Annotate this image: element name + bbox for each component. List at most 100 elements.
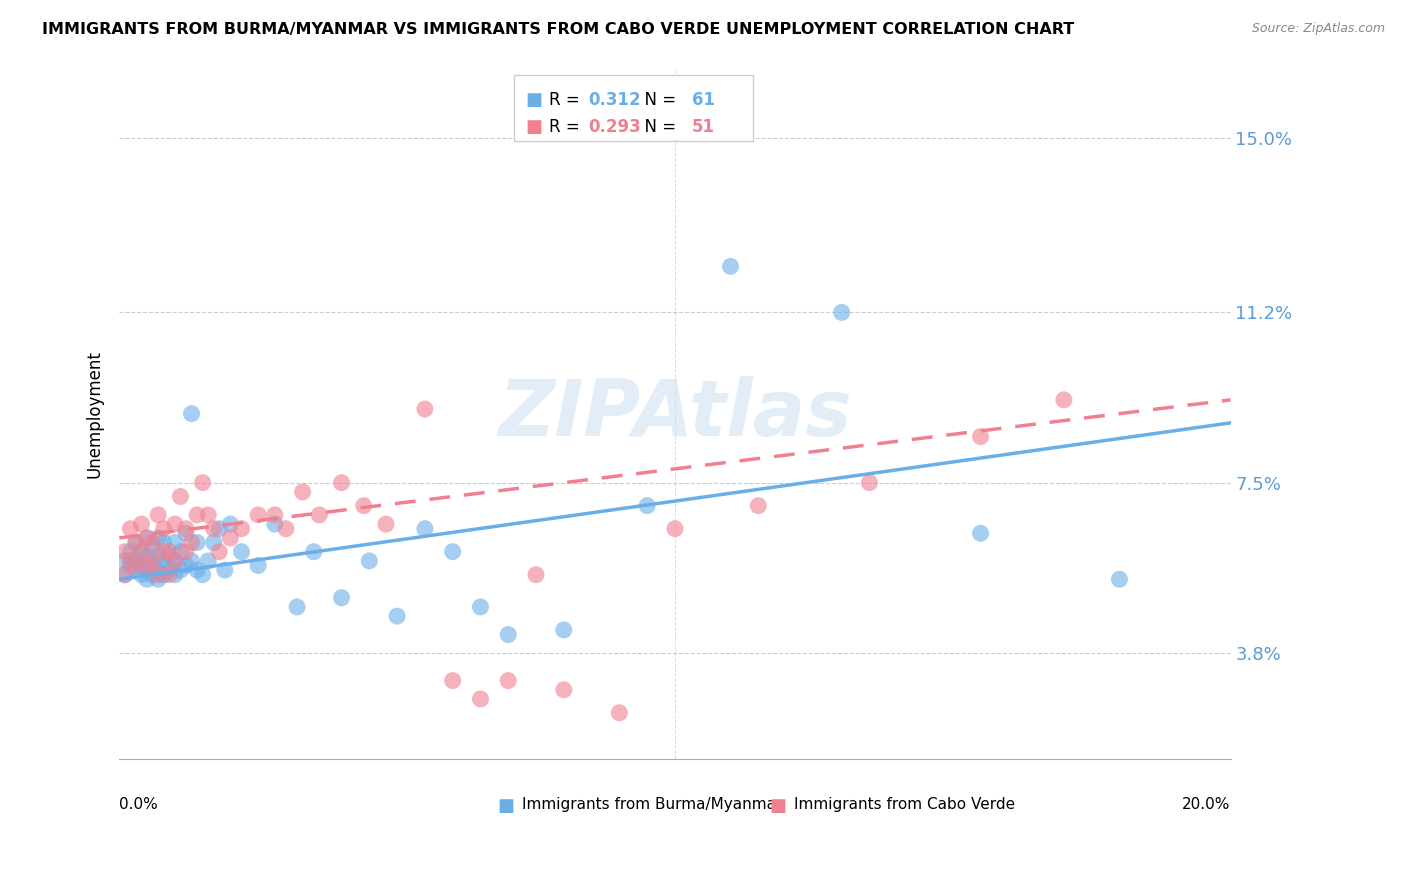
Point [186, 535, 208, 549]
Point [157, 563, 180, 577]
Point [413, 402, 436, 417]
Point [163, 517, 186, 532]
Point [120, 522, 142, 536]
Point [274, 522, 297, 536]
Point [180, 535, 202, 549]
Point [202, 522, 225, 536]
Text: 51: 51 [692, 119, 714, 136]
Point [186, 508, 208, 522]
Point [180, 554, 202, 568]
Point [131, 517, 153, 532]
Point [136, 558, 159, 573]
Point [858, 475, 880, 490]
Text: ■: ■ [498, 797, 515, 814]
Point [114, 545, 136, 559]
Point [636, 499, 658, 513]
Text: R =: R = [550, 119, 585, 136]
Point [146, 508, 169, 522]
Point [146, 531, 169, 545]
Text: IMMIGRANTS FROM BURMA/MYANMAR VS IMMIGRANTS FROM CABO VERDE UNEMPLOYMENT CORRELA: IMMIGRANTS FROM BURMA/MYANMAR VS IMMIGRA… [42, 22, 1074, 37]
Y-axis label: Unemployment: Unemployment [86, 350, 103, 477]
Point [120, 545, 142, 559]
Point [157, 549, 180, 564]
Text: Immigrants from Cabo Verde: Immigrants from Cabo Verde [794, 797, 1015, 812]
Point [163, 554, 186, 568]
Point [441, 545, 464, 559]
Point [131, 545, 153, 559]
Point [169, 545, 191, 559]
Point [163, 567, 186, 582]
Point [120, 554, 142, 568]
Point [174, 522, 197, 536]
Point [186, 563, 208, 577]
Point [263, 508, 285, 522]
Point [496, 673, 519, 688]
Point [136, 549, 159, 564]
Point [146, 549, 169, 564]
Point [247, 558, 270, 573]
Point [1053, 392, 1076, 407]
Point [120, 558, 142, 573]
Point [157, 545, 180, 559]
Point [664, 522, 686, 536]
Point [174, 526, 197, 541]
Point [142, 540, 165, 554]
Point [470, 599, 492, 614]
Point [114, 567, 136, 582]
Point [152, 535, 174, 549]
Point [180, 407, 202, 421]
Point [114, 567, 136, 582]
Point [157, 567, 180, 582]
Point [174, 558, 197, 573]
Point [169, 563, 191, 577]
Text: 0.0%: 0.0% [120, 797, 157, 812]
Point [263, 517, 285, 532]
Point [359, 554, 381, 568]
Point [524, 567, 547, 582]
Point [747, 499, 769, 513]
Point [191, 475, 214, 490]
Point [197, 508, 219, 522]
Point [136, 531, 159, 545]
Point [146, 567, 169, 582]
Point [385, 609, 408, 624]
Text: N =: N = [634, 119, 681, 136]
Text: ZIPAtlas: ZIPAtlas [498, 376, 852, 451]
Point [152, 554, 174, 568]
Point [152, 545, 174, 559]
Point [969, 526, 991, 541]
Point [302, 545, 325, 559]
Point [131, 558, 153, 573]
Point [219, 517, 242, 532]
Point [114, 554, 136, 568]
Point [413, 522, 436, 536]
Point [308, 508, 330, 522]
Point [152, 567, 174, 582]
Point [202, 535, 225, 549]
Point [231, 522, 253, 536]
Point [131, 545, 153, 559]
Point [470, 692, 492, 706]
Point [163, 535, 186, 549]
Point [152, 522, 174, 536]
Point [131, 567, 153, 582]
FancyBboxPatch shape [513, 76, 752, 141]
Point [330, 475, 353, 490]
Point [330, 591, 353, 605]
Point [142, 554, 165, 568]
Point [142, 535, 165, 549]
Point [208, 522, 231, 536]
Text: 0.312: 0.312 [588, 91, 641, 109]
Point [609, 706, 631, 720]
Point [146, 563, 169, 577]
Text: N =: N = [634, 91, 681, 109]
Point [125, 535, 148, 549]
Text: Source: ZipAtlas.com: Source: ZipAtlas.com [1251, 22, 1385, 36]
Point [191, 567, 214, 582]
Point [125, 554, 148, 568]
Point [125, 558, 148, 573]
Point [125, 563, 148, 577]
Point [291, 484, 314, 499]
Point [136, 563, 159, 577]
Point [831, 305, 853, 319]
